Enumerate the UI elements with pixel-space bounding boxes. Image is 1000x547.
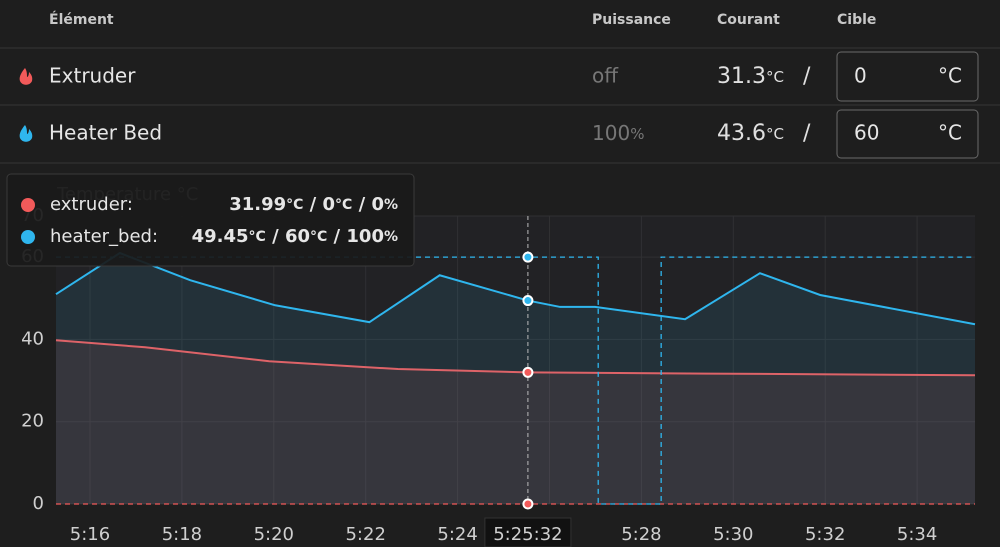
heater-power: 100% (592, 121, 644, 145)
x-tick-label: 5:16 (70, 524, 110, 545)
tooltip-part: 0 (371, 194, 384, 215)
x-tick-label: 5:22 (345, 524, 385, 545)
cursor-label: 5:25:32 (493, 524, 562, 545)
tooltip-part: / (303, 194, 322, 215)
tooltip-part: / (327, 226, 346, 247)
tooltip-part: 0 (323, 194, 336, 215)
tooltip-name: extruder: (50, 194, 133, 215)
tooltip-part: / (352, 194, 371, 215)
target-value[interactable]: 0 (854, 64, 867, 88)
tooltip-part: °C (335, 197, 352, 213)
current-value: 43.6 (717, 121, 766, 146)
tooltip-part: / (266, 226, 285, 247)
separator: / (803, 121, 811, 146)
cursor-dot (522, 295, 534, 307)
header-target: Cible (837, 12, 876, 28)
heater-current: 31.3°C (717, 64, 784, 89)
cursor-dot (522, 251, 534, 263)
y-tick-label: 20 (21, 411, 44, 432)
heater-table: Élément Puissance Courant Cible Extruder… (0, 11, 1000, 164)
series-area (56, 253, 975, 504)
target-value[interactable]: 60 (854, 121, 879, 145)
temperature-line (55, 339, 976, 377)
target-input[interactable] (836, 109, 979, 159)
chart: 5:165:185:205:225:245:265:285:305:325:34… (6, 173, 976, 547)
heater-name: Extruder (49, 64, 136, 88)
current-unit: °C (766, 125, 784, 143)
target-unit: °C (938, 64, 962, 88)
cursor-dot (522, 498, 534, 510)
tooltip-box (6, 173, 415, 267)
separator: / (803, 64, 811, 89)
x-tick-label: 5:30 (713, 524, 753, 545)
series-area (56, 340, 975, 504)
cursor-label-box (484, 517, 572, 547)
current-unit: °C (766, 68, 784, 86)
flame-icon (19, 68, 33, 85)
tooltip-part: °C (310, 229, 327, 245)
legend-dot (21, 230, 35, 244)
x-tick-label: 5:28 (621, 524, 661, 545)
target-line (56, 256, 975, 505)
tooltip-name: heater_bed: (50, 226, 158, 247)
x-tick-label: 5:32 (805, 524, 845, 545)
current-value: 31.3 (717, 64, 766, 89)
header-current: Courant (717, 12, 780, 28)
flame-icon (19, 125, 33, 142)
target-input[interactable] (836, 51, 979, 102)
y-tick-label: 40 (21, 328, 44, 349)
tooltip-value: 49.45°C / 60°C / 100% (192, 226, 398, 247)
power-value: 100 (592, 121, 630, 145)
tooltip-value: 31.99°C / 0°C / 0% (229, 194, 398, 215)
tooltip-part: % (384, 197, 398, 213)
header-element: Élément (49, 11, 114, 28)
header-power: Puissance (592, 12, 671, 28)
cursor-dot (522, 366, 534, 378)
x-tick-label: 5:18 (162, 524, 202, 545)
y-tick-label: 0 (33, 493, 44, 514)
heater-power: off (592, 64, 619, 88)
tooltip-part: 60 (285, 226, 310, 247)
tooltip-part: % (384, 229, 398, 245)
tooltip-part: 31.99 (229, 194, 286, 215)
tooltip-part: 100 (346, 226, 384, 247)
heater-name: Heater Bed (49, 121, 162, 145)
x-tick-label: 5:24 (437, 524, 477, 545)
target-unit: °C (938, 121, 962, 145)
x-tick-label: 5:34 (897, 524, 937, 545)
x-tick-label: 5:20 (254, 524, 294, 545)
heater-current: 43.6°C (717, 121, 784, 146)
tooltip-part: °C (249, 229, 266, 245)
power-unit: % (630, 125, 644, 143)
tooltip-part: 49.45 (192, 226, 249, 247)
tooltip-part: °C (286, 197, 303, 213)
legend-dot (21, 198, 35, 212)
tooltip: extruder: 31.99°C / 0°C / 0%heater_bed: 49… (6, 173, 415, 267)
